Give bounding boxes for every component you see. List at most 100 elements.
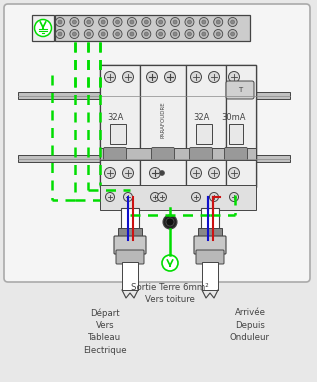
Circle shape	[163, 215, 177, 229]
Circle shape	[187, 32, 191, 36]
Circle shape	[173, 32, 177, 36]
Bar	[196, 124, 212, 144]
FancyBboxPatch shape	[224, 147, 248, 160]
Circle shape	[185, 29, 194, 39]
Circle shape	[84, 18, 93, 26]
Circle shape	[72, 20, 76, 24]
Circle shape	[156, 29, 165, 39]
Circle shape	[105, 167, 115, 178]
Circle shape	[99, 29, 108, 39]
FancyBboxPatch shape	[152, 147, 174, 160]
FancyBboxPatch shape	[114, 236, 146, 254]
Circle shape	[115, 32, 120, 36]
Circle shape	[228, 18, 237, 26]
Bar	[198, 228, 222, 238]
Text: Arrivée
Depuis
Onduleur: Arrivée Depuis Onduleur	[230, 308, 270, 342]
Circle shape	[99, 18, 108, 26]
Circle shape	[173, 20, 177, 24]
Text: 30mA: 30mA	[222, 113, 246, 121]
Bar	[18, 155, 290, 162]
Circle shape	[70, 18, 79, 26]
Bar	[100, 185, 256, 210]
Circle shape	[84, 29, 93, 39]
Circle shape	[58, 20, 62, 24]
Circle shape	[87, 32, 91, 36]
Circle shape	[214, 29, 223, 39]
Circle shape	[171, 29, 179, 39]
Circle shape	[144, 20, 148, 24]
Circle shape	[191, 193, 200, 201]
Circle shape	[127, 29, 136, 39]
Circle shape	[127, 18, 136, 26]
Circle shape	[55, 18, 64, 26]
Circle shape	[171, 18, 179, 26]
Circle shape	[150, 167, 160, 178]
Circle shape	[229, 167, 240, 178]
Circle shape	[101, 20, 105, 24]
Bar	[100, 65, 140, 187]
Circle shape	[87, 20, 91, 24]
Circle shape	[113, 29, 122, 39]
Circle shape	[216, 20, 220, 24]
Circle shape	[185, 18, 194, 26]
Circle shape	[130, 32, 134, 36]
Circle shape	[216, 32, 220, 36]
Bar	[100, 65, 256, 187]
Bar	[122, 262, 138, 290]
FancyBboxPatch shape	[190, 147, 212, 160]
Circle shape	[191, 167, 202, 178]
Circle shape	[229, 71, 240, 83]
Circle shape	[158, 193, 166, 201]
Circle shape	[166, 218, 174, 226]
Circle shape	[156, 18, 165, 26]
Circle shape	[230, 193, 238, 201]
Text: Départ
Vers
Tableau
Electrique: Départ Vers Tableau Electrique	[83, 308, 127, 355]
Circle shape	[55, 29, 64, 39]
Circle shape	[159, 20, 163, 24]
Circle shape	[214, 18, 223, 26]
Circle shape	[202, 32, 206, 36]
Circle shape	[202, 20, 206, 24]
Text: 32A: 32A	[193, 113, 209, 121]
FancyBboxPatch shape	[194, 236, 226, 254]
FancyBboxPatch shape	[103, 147, 126, 160]
Bar	[229, 124, 243, 144]
Circle shape	[199, 29, 208, 39]
Circle shape	[228, 29, 237, 39]
Text: 32A: 32A	[107, 113, 123, 121]
Bar	[186, 65, 226, 187]
Text: PARAFOUDRE: PARAFOUDRE	[160, 102, 165, 138]
FancyBboxPatch shape	[196, 250, 224, 264]
Circle shape	[209, 71, 219, 83]
Circle shape	[165, 71, 176, 83]
Circle shape	[72, 32, 76, 36]
Circle shape	[230, 32, 235, 36]
Circle shape	[130, 20, 134, 24]
Circle shape	[142, 29, 151, 39]
FancyBboxPatch shape	[4, 4, 310, 282]
Circle shape	[58, 32, 62, 36]
Bar	[100, 148, 256, 160]
Bar	[121, 208, 139, 230]
Circle shape	[142, 18, 151, 26]
Circle shape	[122, 167, 133, 178]
Bar	[201, 208, 219, 230]
Circle shape	[144, 32, 148, 36]
Bar	[110, 124, 126, 144]
Circle shape	[146, 71, 158, 83]
Circle shape	[191, 71, 202, 83]
Circle shape	[106, 193, 114, 201]
Circle shape	[35, 19, 51, 37]
Text: Sortie Terre 6mm²
Vers toiture: Sortie Terre 6mm² Vers toiture	[131, 283, 209, 304]
Bar	[226, 65, 256, 187]
FancyBboxPatch shape	[116, 250, 144, 264]
Circle shape	[151, 193, 159, 201]
Circle shape	[124, 193, 133, 201]
Bar	[18, 92, 290, 99]
Circle shape	[101, 32, 105, 36]
Circle shape	[113, 18, 122, 26]
Bar	[202, 262, 218, 290]
Bar	[32, 15, 54, 41]
Text: T: T	[238, 87, 242, 93]
Circle shape	[187, 20, 191, 24]
